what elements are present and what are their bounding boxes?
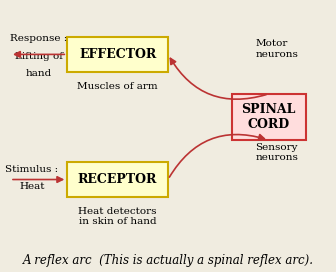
Text: EFFECTOR: EFFECTOR	[79, 48, 156, 61]
Text: A reflex arc  (This is actually a spinal reflex arc).: A reflex arc (This is actually a spinal …	[23, 254, 313, 267]
Text: Muscles of arm: Muscles of arm	[77, 82, 158, 91]
FancyBboxPatch shape	[232, 94, 306, 140]
Text: Lifting of: Lifting of	[15, 52, 62, 61]
Text: hand: hand	[26, 69, 52, 78]
FancyBboxPatch shape	[67, 37, 168, 72]
Text: Heat detectors
in skin of hand: Heat detectors in skin of hand	[78, 207, 157, 226]
Text: Response :: Response :	[10, 34, 67, 43]
Text: Stimulus :: Stimulus :	[5, 165, 58, 174]
Text: Sensory
neurons: Sensory neurons	[255, 143, 298, 162]
Text: RECEPTOR: RECEPTOR	[78, 173, 157, 186]
Text: Heat: Heat	[19, 182, 45, 191]
FancyBboxPatch shape	[67, 162, 168, 197]
Text: Motor
neurons: Motor neurons	[255, 39, 298, 59]
Text: SPINAL
CORD: SPINAL CORD	[242, 103, 296, 131]
